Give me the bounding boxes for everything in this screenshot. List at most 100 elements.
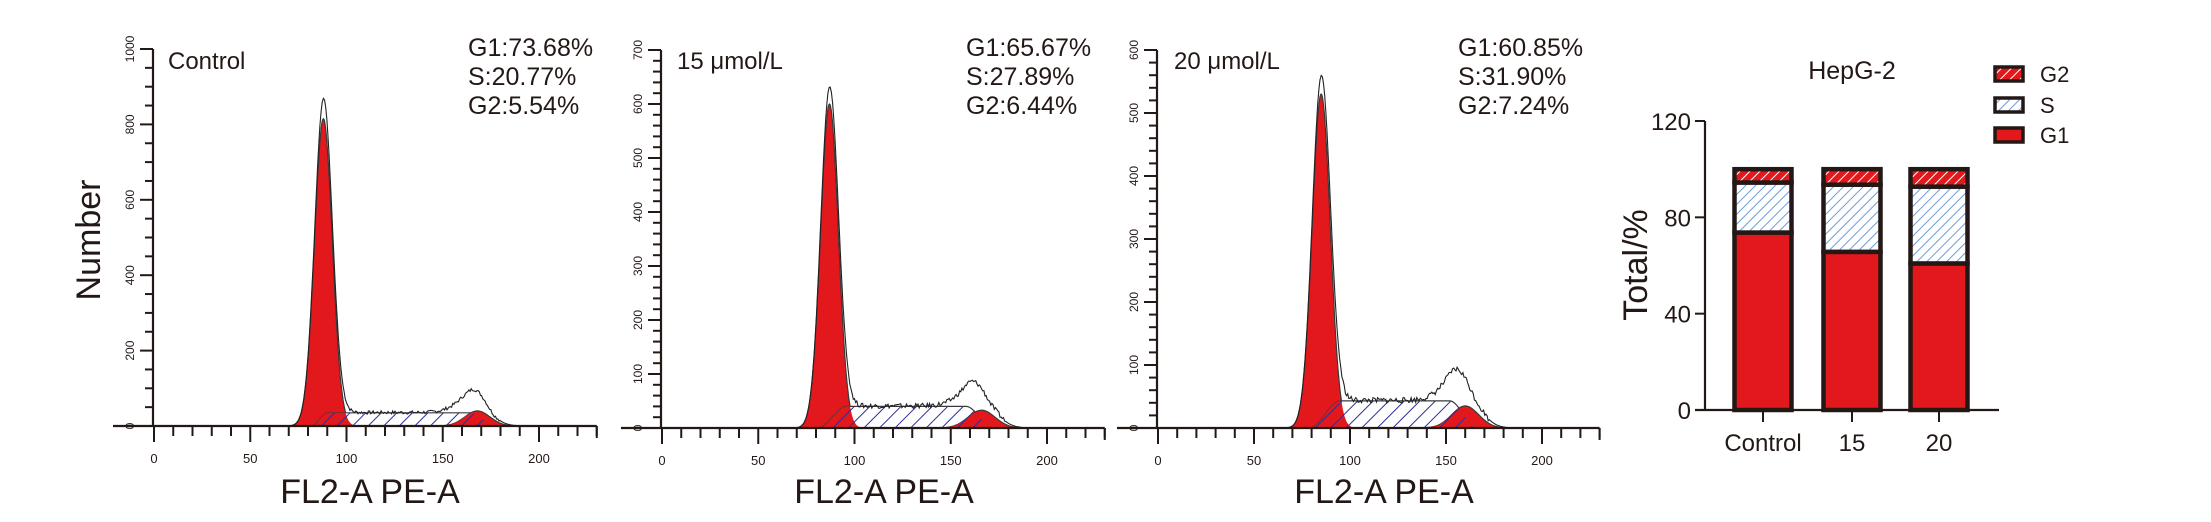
legend-label-s: S xyxy=(2040,93,2055,118)
x-tick-label: 20 xyxy=(1926,430,1953,457)
histogram-plot xyxy=(785,86,1037,429)
y-tick-label: 120 xyxy=(1651,109,1691,136)
y-tick-label: 500 xyxy=(1127,103,1141,123)
y-axis-title: Number xyxy=(70,180,108,301)
y-tick-label: 600 xyxy=(631,94,645,114)
x-tick-label: 15 xyxy=(1839,430,1866,457)
y-tick-label: 0 xyxy=(1127,424,1141,431)
y-tick-label: 300 xyxy=(1127,229,1141,249)
bars xyxy=(1732,166,1970,413)
chart-title: HepG-2 xyxy=(1808,57,1896,85)
histogram-plot xyxy=(277,97,530,427)
x-tick-label: 50 xyxy=(243,451,257,466)
s-g1-overlap xyxy=(802,406,861,428)
stat-g2: G2:5.54% xyxy=(468,92,579,120)
legend-swatch-s xyxy=(1993,96,2025,114)
y-tick-label: 800 xyxy=(123,114,137,134)
y-tick-label: 200 xyxy=(631,310,645,330)
y-tick-label: 700 xyxy=(631,40,645,60)
stat-s: S:20.77% xyxy=(468,63,576,91)
histogram-axes: 0 100 200 300 400 500 600 0 50 100 150 200 xyxy=(1117,40,1601,468)
x-tick-label: 150 xyxy=(940,453,962,468)
g1-peak xyxy=(288,117,360,427)
y-axis-title: Total/% xyxy=(1617,209,1655,321)
panel-label: Control xyxy=(168,48,245,75)
y-tick-label: 400 xyxy=(631,202,645,222)
y-tick-label: 100 xyxy=(631,364,645,384)
legend-swatch-g2 xyxy=(1993,65,2025,83)
x-tick-label: 100 xyxy=(1339,453,1361,468)
x-tick-label: Control xyxy=(1724,430,1801,457)
x-tick-label: 0 xyxy=(658,453,665,468)
bar-segment-s xyxy=(1732,180,1794,235)
stat-g2: G2:6.44% xyxy=(966,92,1077,120)
legend: G2 S G1 xyxy=(1993,62,2069,148)
y-tick-label: 300 xyxy=(631,256,645,276)
stat-g1: G1:60.85% xyxy=(1458,34,1583,62)
panel-label: 15 μmol/L xyxy=(677,48,783,75)
stat-s: S:31.90% xyxy=(1458,63,1566,91)
x-tick-label: 200 xyxy=(528,451,550,466)
g1-peak xyxy=(794,103,865,429)
histogram-axes: 0 100 200 300 400 500 600 700 0 50 100 150 200 xyxy=(621,40,1106,468)
g1-peak xyxy=(1286,93,1357,429)
x-tick-label: 50 xyxy=(751,453,765,468)
histogram-panel-20: 0 100 200 300 400 500 600 0 50 100 150 200 20 μmol/… xyxy=(1117,34,1601,511)
bar-segment-g1 xyxy=(1821,249,1883,413)
panel-label: 20 μmol/L xyxy=(1174,48,1280,75)
x-tick-label: 100 xyxy=(844,453,866,468)
y-tick-label: 1000 xyxy=(123,35,137,62)
histogram-plot xyxy=(1280,74,1532,429)
bar-axes: 0 40 80 120 Control 15 20 xyxy=(1651,109,1999,457)
x-axis-title: FL2-A PE-A xyxy=(1294,473,1474,511)
y-tick-label: 100 xyxy=(1127,355,1141,375)
raw-histogram-line xyxy=(277,97,530,427)
y-tick-label: 0 xyxy=(1678,398,1691,425)
y-tick-label: 400 xyxy=(1127,166,1141,186)
y-tick-label: 80 xyxy=(1664,205,1691,232)
stat-g2: G2:7.24% xyxy=(1458,92,1569,120)
bar-segment-g1 xyxy=(1908,261,1970,413)
histogram-panel-control: 0 200 400 600 800 1000 0 50 100 150 200 Control G1… xyxy=(70,34,598,511)
stacked-bar-chart: 0 40 80 120 Control 15 20 HepG-2 Total/% G2 S G1 xyxy=(1617,57,2069,457)
s-g1-overlap xyxy=(296,412,355,426)
x-tick-label: 0 xyxy=(150,451,157,466)
y-tick-label: 0 xyxy=(631,424,645,431)
raw-histogram-line xyxy=(1280,74,1532,429)
stat-g1: G1:65.67% xyxy=(966,34,1091,62)
s-g2-overlap xyxy=(438,413,516,426)
y-tick-label: 40 xyxy=(1664,302,1691,329)
bar-segment-g2 xyxy=(1732,166,1794,185)
histogram-axes: 0 200 400 600 800 1000 0 50 100 150 200 xyxy=(113,35,598,466)
raw-histogram-line xyxy=(785,86,1037,429)
stat-s: S:27.89% xyxy=(966,63,1074,91)
legend-label-g1: G1 xyxy=(2040,123,2069,148)
y-tick-label: 600 xyxy=(123,189,137,209)
legend-label-g2: G2 xyxy=(2040,62,2069,87)
x-tick-label: 200 xyxy=(1531,453,1553,468)
x-tick-label: 50 xyxy=(1247,453,1261,468)
s-g1-overlap xyxy=(1294,400,1352,428)
s-g2-overlap xyxy=(943,412,1020,428)
y-tick-label: 0 xyxy=(123,422,137,429)
y-tick-label: 600 xyxy=(1127,40,1141,60)
x-tick-label: 150 xyxy=(432,451,454,466)
x-tick-label: 200 xyxy=(1036,453,1058,468)
x-axis-title: FL2-A PE-A xyxy=(794,473,974,511)
s-g2-overlap xyxy=(1426,408,1504,428)
y-tick-label: 200 xyxy=(1127,292,1141,312)
y-tick-label: 500 xyxy=(631,148,645,168)
x-tick-label: 0 xyxy=(1154,453,1161,468)
x-axis-title: FL2-A PE-A xyxy=(280,473,460,511)
stat-g1: G1:73.68% xyxy=(468,34,593,62)
x-tick-label: 100 xyxy=(336,451,358,466)
bar-segment-g2 xyxy=(1908,166,1970,189)
bar-segment-g2 xyxy=(1821,166,1883,187)
bar-segment-s xyxy=(1908,184,1970,266)
bar-segment-g1 xyxy=(1732,230,1794,413)
y-tick-label: 200 xyxy=(123,340,137,360)
y-tick-label: 400 xyxy=(123,265,137,285)
histogram-panel-15: 0 100 200 300 400 500 600 700 0 50 100 150 200 15 μm… xyxy=(621,34,1106,511)
x-tick-label: 150 xyxy=(1435,453,1457,468)
